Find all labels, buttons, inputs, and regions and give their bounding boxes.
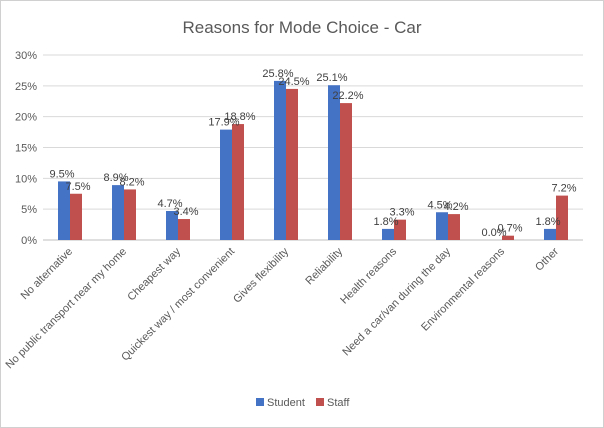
legend: Student Staff <box>256 397 350 409</box>
data-label: 25.8% <box>262 68 293 80</box>
data-label: 8.9% <box>103 172 128 184</box>
x-category-label: Health reasons <box>338 245 399 306</box>
data-label: 24.5% <box>278 76 309 88</box>
data-label: 17.9% <box>208 117 239 129</box>
data-label: 3.4% <box>173 206 198 218</box>
y-tick-label: 25% <box>15 81 37 93</box>
bar-student <box>544 228 556 240</box>
data-label: 0.7% <box>497 223 522 235</box>
bar-staff <box>502 235 514 240</box>
y-axis: 0% 5% 10% 15% 20% 25% 30% <box>15 50 37 247</box>
bar-staff <box>340 103 352 240</box>
data-labels: 9.5%7.5%8.9%8.2%4.7%3.4%17.9%18.8%25.8%2… <box>49 68 576 239</box>
data-label: 7.5% <box>65 181 90 193</box>
x-category-label: Cheapest way <box>125 245 183 303</box>
data-label: 4.7% <box>157 198 182 210</box>
x-category-label: Other <box>533 245 561 273</box>
x-category-label: Need a car/van during the day <box>340 245 453 358</box>
y-tick-label: 15% <box>15 143 37 155</box>
y-tick-label: 0% <box>21 235 37 247</box>
legend-swatch-student <box>256 398 264 406</box>
bar-student <box>274 80 286 241</box>
data-label: 4.2% <box>443 201 468 213</box>
y-tick-label: 30% <box>15 50 37 62</box>
data-label: 1.8% <box>373 216 398 228</box>
bar-staff <box>70 193 82 240</box>
data-label: 9.5% <box>49 168 74 180</box>
x-category-label: Quickest way / most convenient <box>119 246 237 364</box>
x-category-label: No alternative <box>19 246 75 302</box>
data-label: 7.2% <box>551 183 576 195</box>
x-category-label: No public transport near my home <box>3 246 129 372</box>
bar-staff <box>448 214 460 240</box>
bar-staff <box>178 219 190 240</box>
legend-label-student: Student <box>267 397 305 409</box>
data-label: 22.2% <box>332 90 363 102</box>
bar-staff <box>232 124 244 240</box>
bar-staff <box>556 195 568 240</box>
legend-label-staff: Staff <box>327 397 350 409</box>
data-label: 3.3% <box>389 207 414 219</box>
bar-staff <box>286 88 298 241</box>
bar-student <box>166 211 178 240</box>
data-label: 1.8% <box>535 216 560 228</box>
data-label: 0.0% <box>481 227 506 239</box>
x-category-label: Reliability <box>303 245 345 287</box>
bar-staff <box>124 189 136 240</box>
data-label: 8.2% <box>119 176 144 188</box>
bar-student <box>382 228 394 240</box>
data-label: 18.8% <box>224 111 255 123</box>
chart-title: Reasons for Mode Choice - Car <box>182 18 421 37</box>
data-label: 25.1% <box>316 72 347 84</box>
bar-student <box>112 185 124 240</box>
data-label: 4.5% <box>427 199 452 211</box>
bar-student <box>328 85 340 240</box>
x-category-label: Gives flexibility <box>231 245 291 305</box>
bar-staff <box>394 219 406 240</box>
y-tick-label: 20% <box>15 112 37 124</box>
legend-swatch-staff <box>316 398 324 406</box>
bar-student <box>220 129 232 240</box>
bar-student <box>436 212 448 240</box>
bar-student <box>58 181 70 240</box>
bars <box>58 80 568 241</box>
y-tick-label: 5% <box>21 204 37 216</box>
y-tick-label: 10% <box>15 173 37 185</box>
